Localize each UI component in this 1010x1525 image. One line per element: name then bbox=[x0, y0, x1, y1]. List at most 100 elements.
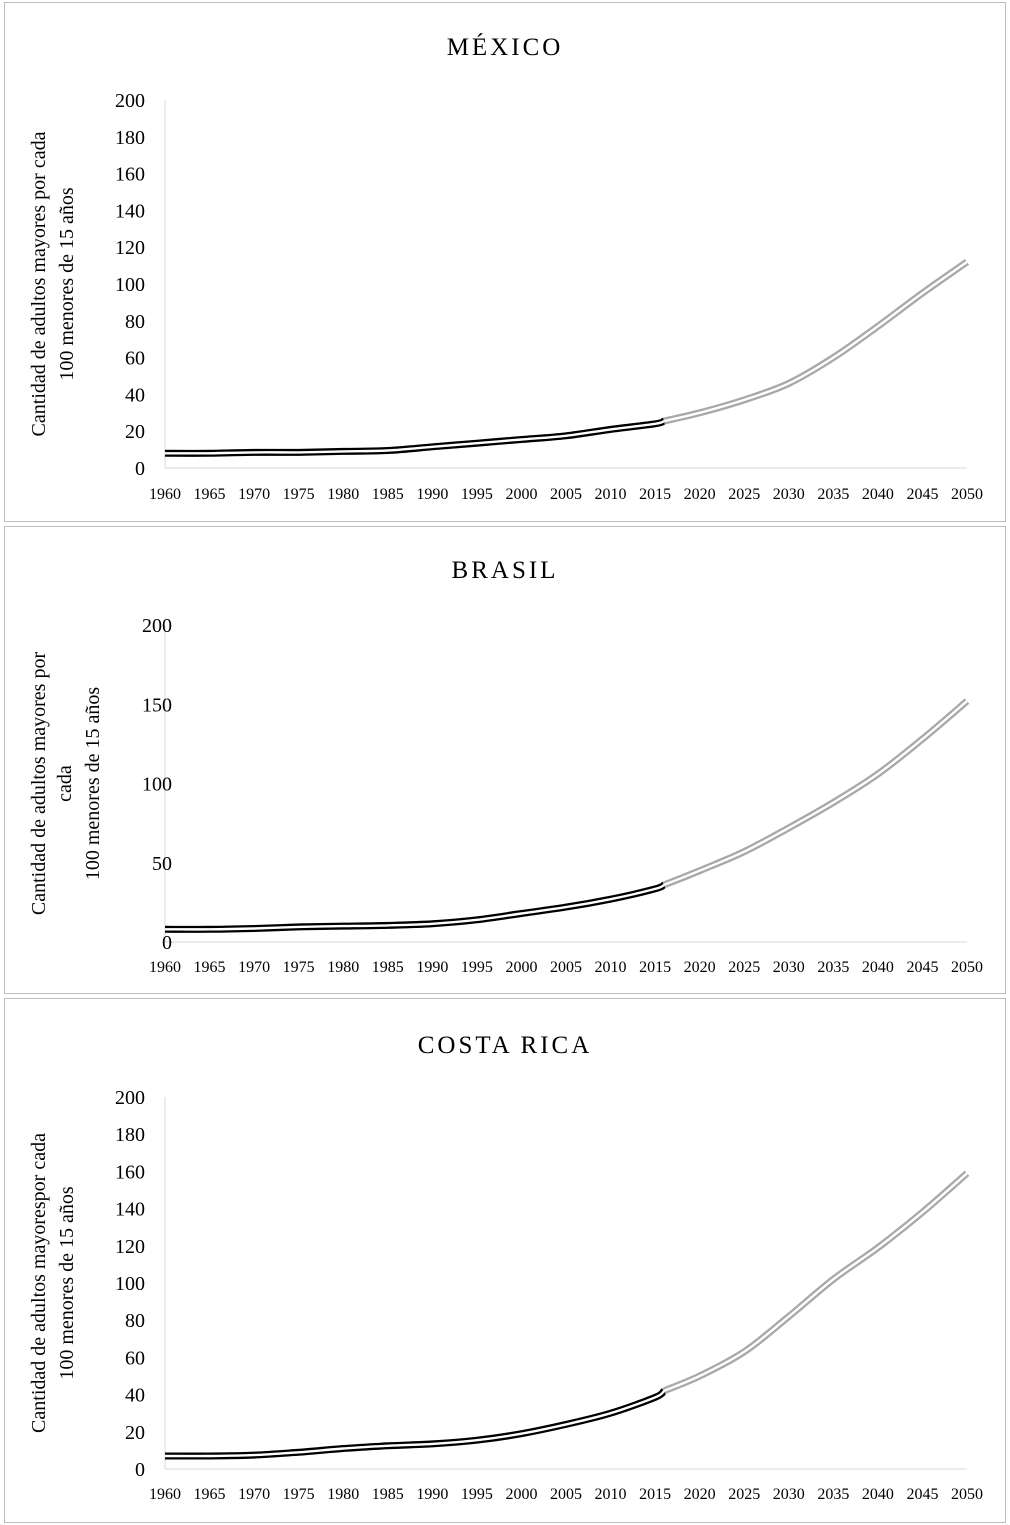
y-tick-label: 160 bbox=[115, 164, 145, 186]
x-tick-label: 1970 bbox=[238, 1486, 270, 1503]
x-tick-label: 1965 bbox=[194, 959, 226, 976]
x-tick-label: 2010 bbox=[595, 486, 627, 503]
y-tick-label: 160 bbox=[115, 1161, 145, 1183]
x-tick-label: 1975 bbox=[283, 1486, 315, 1503]
x-tick-label: 1990 bbox=[416, 486, 448, 503]
x-tick-label: 2020 bbox=[684, 486, 716, 503]
x-tick-label: 2010 bbox=[595, 959, 627, 976]
series-core-observado bbox=[164, 419, 665, 455]
x-tick-label: 1985 bbox=[372, 486, 404, 503]
y-tick-label: 150 bbox=[142, 694, 172, 716]
y-tick-label: 0 bbox=[162, 932, 172, 954]
y-tick-label: 120 bbox=[115, 237, 145, 259]
x-tick-label: 2045 bbox=[906, 486, 938, 503]
chart-title: BRASIL bbox=[452, 557, 559, 584]
x-tick-label: 2025 bbox=[728, 1486, 760, 1503]
x-tick-label: 2050 bbox=[951, 486, 983, 503]
chart-title: MÉXICO bbox=[447, 33, 564, 61]
series-outline-observado bbox=[164, 1388, 667, 1460]
x-tick-label: 2030 bbox=[773, 959, 805, 976]
x-tick-label: 1980 bbox=[327, 1486, 359, 1503]
y-axis-label-line: Cantidad de adultos mayorespor cada bbox=[28, 1133, 50, 1433]
x-tick-label: 1985 bbox=[372, 1486, 404, 1503]
y-axis-label-line: 100 menores de 15 años bbox=[82, 687, 104, 881]
y-tick-label: 140 bbox=[115, 200, 145, 222]
x-tick-label: 1995 bbox=[461, 1486, 493, 1503]
x-tick-label: 2015 bbox=[639, 959, 671, 976]
series-core-observado bbox=[164, 1389, 665, 1458]
x-tick-label: 1995 bbox=[461, 959, 493, 976]
x-tick-label: 1995 bbox=[461, 486, 493, 503]
x-tick-label: 1970 bbox=[238, 959, 270, 976]
x-tick-label: 2045 bbox=[906, 1486, 938, 1503]
y-tick-label: 60 bbox=[125, 1347, 145, 1369]
series-line-proyectado bbox=[663, 259, 970, 425]
x-tick-label: 1960 bbox=[149, 1486, 181, 1503]
x-tick-label: 2050 bbox=[951, 1486, 983, 1503]
x-tick-label: 1970 bbox=[238, 486, 270, 503]
x-tick-label: 2005 bbox=[550, 486, 582, 503]
x-tick-label: 2010 bbox=[595, 1486, 627, 1503]
y-tick-label: 20 bbox=[125, 1422, 145, 1444]
y-tick-label: 20 bbox=[125, 421, 145, 443]
series-core-observado bbox=[164, 883, 665, 931]
x-tick-label: 1960 bbox=[149, 486, 181, 503]
x-tick-label: 2020 bbox=[684, 959, 716, 976]
x-tick-label: 2000 bbox=[505, 486, 537, 503]
x-tick-label: 2030 bbox=[773, 1486, 805, 1503]
series-outline-observado bbox=[164, 881, 666, 933]
y-tick-label: 80 bbox=[125, 311, 145, 333]
chart-costa-rica: COSTA RICA Cantidad de adultos mayorespor… bbox=[28, 1032, 983, 1503]
y-tick-label: 200 bbox=[115, 1087, 145, 1109]
series-line-proyectado bbox=[662, 1170, 970, 1395]
chart-panel-costa-rica: COSTA RICA Cantidad de adultos mayorespor… bbox=[4, 998, 1006, 1523]
y-axis-label-line: 100 menores de 15 años bbox=[56, 187, 78, 381]
x-tick-label: 2025 bbox=[728, 959, 760, 976]
x-tick-label: 1960 bbox=[149, 959, 181, 976]
y-axis-label-line: Cantidad de adultos mayores por cada bbox=[28, 131, 50, 436]
y-tick-label: 80 bbox=[125, 1310, 145, 1332]
chart-panel-brasil: BRASIL Cantidad de adultos mayores por cad… bbox=[4, 526, 1006, 994]
chart-title: COSTA RICA bbox=[418, 1032, 593, 1059]
y-tick-label: 140 bbox=[115, 1199, 145, 1221]
series-line-observado bbox=[164, 417, 666, 457]
series-outline-proyectado bbox=[663, 259, 970, 425]
y-tick-label: 100 bbox=[115, 1273, 145, 1295]
series-core-proyectado bbox=[663, 260, 968, 423]
x-tick-label: 2035 bbox=[817, 1486, 849, 1503]
series-outline-proyectado bbox=[662, 1170, 970, 1395]
y-axis-label-line: 100 menores de 15 años bbox=[56, 1186, 78, 1380]
x-tick-label: 1975 bbox=[283, 486, 315, 503]
y-tick-label: 100 bbox=[115, 274, 145, 296]
x-tick-label: 2040 bbox=[862, 1486, 894, 1503]
x-tick-label: 2040 bbox=[862, 486, 894, 503]
series-core-proyectado bbox=[663, 700, 968, 887]
x-tick-label: 2025 bbox=[728, 486, 760, 503]
y-tick-label: 200 bbox=[142, 615, 172, 637]
x-tick-label: 2015 bbox=[639, 1486, 671, 1503]
x-tick-label: 2045 bbox=[906, 959, 938, 976]
x-tick-label: 2030 bbox=[773, 486, 805, 503]
y-tick-label: 40 bbox=[125, 384, 145, 406]
y-tick-label: 60 bbox=[125, 348, 145, 370]
chart-brasil: BRASIL Cantidad de adultos mayores por cad… bbox=[28, 557, 983, 976]
chart-panel-mexico: MÉXICO Cantidad de adultos mayores por ca… bbox=[4, 2, 1006, 522]
y-tick-label: 120 bbox=[115, 1236, 145, 1258]
x-tick-label: 1980 bbox=[327, 486, 359, 503]
x-tick-label: 1985 bbox=[372, 959, 404, 976]
x-tick-label: 2035 bbox=[817, 959, 849, 976]
y-tick-label: 50 bbox=[152, 853, 172, 875]
series-outline-proyectado bbox=[662, 698, 970, 889]
x-tick-label: 1965 bbox=[194, 1486, 226, 1503]
x-tick-label: 2000 bbox=[505, 959, 537, 976]
series-line-proyectado bbox=[662, 698, 970, 889]
y-tick-label: 40 bbox=[125, 1385, 145, 1407]
x-tick-label: 2020 bbox=[684, 1486, 716, 1503]
y-tick-label: 180 bbox=[115, 1124, 145, 1146]
x-tick-label: 2015 bbox=[639, 486, 671, 503]
chart-mexico: MÉXICO Cantidad de adultos mayores por ca… bbox=[28, 33, 983, 503]
x-tick-label: 2050 bbox=[951, 959, 983, 976]
series-core-proyectado bbox=[663, 1172, 968, 1393]
x-tick-label: 2005 bbox=[550, 959, 582, 976]
x-tick-label: 1980 bbox=[327, 959, 359, 976]
